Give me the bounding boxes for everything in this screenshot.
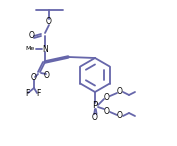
Text: O: O — [104, 93, 110, 101]
Text: Me: Me — [26, 46, 35, 52]
Text: N: N — [42, 45, 48, 53]
Text: O: O — [44, 71, 50, 80]
Text: F: F — [25, 88, 29, 98]
Text: O: O — [46, 18, 52, 27]
Text: O: O — [117, 112, 123, 120]
Text: O: O — [31, 73, 37, 81]
Text: O: O — [117, 87, 123, 97]
Text: O: O — [29, 32, 35, 40]
Text: O: O — [104, 106, 110, 115]
Text: F: F — [36, 88, 40, 98]
Text: P: P — [92, 101, 98, 111]
Text: O: O — [92, 113, 98, 121]
